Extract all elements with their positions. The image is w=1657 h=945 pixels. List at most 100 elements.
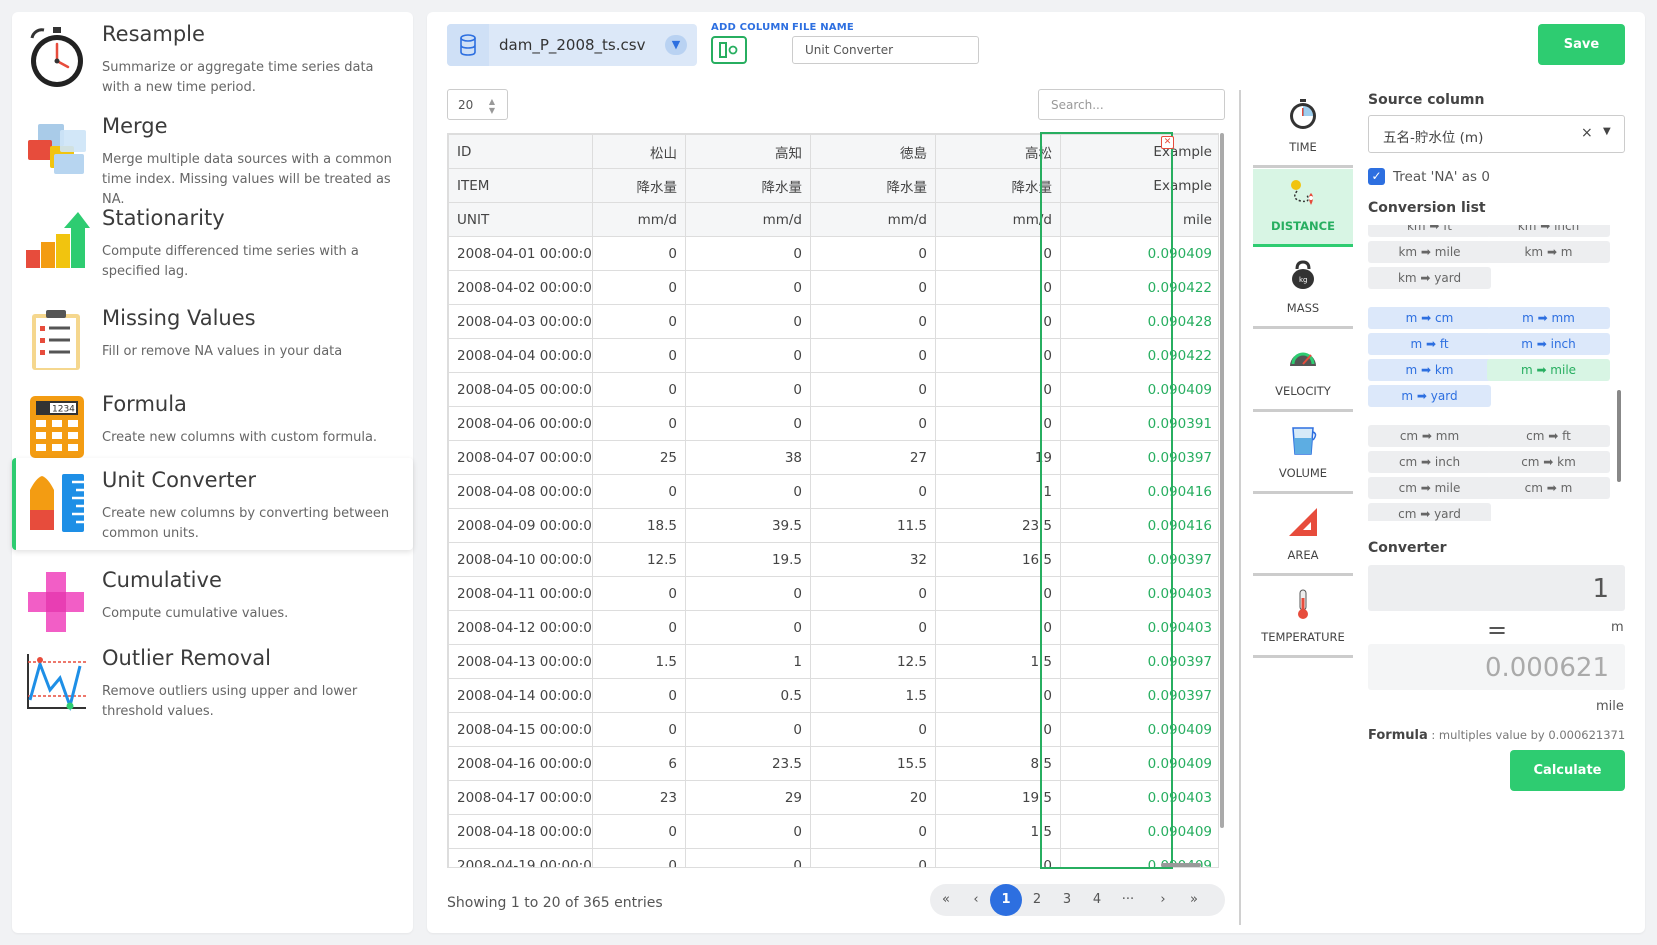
page-button[interactable]: 1 xyxy=(990,884,1022,916)
table-cell: 1.5 xyxy=(935,814,1061,849)
table-cell: 2008-04-09 00:00:00 xyxy=(448,508,593,543)
tool-title: Outlier Removal xyxy=(102,646,271,670)
table-cell: 2008-04-19 00:00:00 xyxy=(448,848,593,867)
category-velocity[interactable]: VELOCITY xyxy=(1253,334,1353,412)
table-cell: 2008-04-12 00:00:00 xyxy=(448,610,593,645)
page-button[interactable]: 4 xyxy=(1092,892,1102,907)
conversion-option[interactable]: m ➡ mm xyxy=(1487,307,1610,329)
table-cell: 0 xyxy=(935,236,1061,271)
table-cell: 0 xyxy=(685,236,811,271)
conversion-scrollbar[interactable] xyxy=(1617,390,1621,482)
conversion-option[interactable]: km ➡ yard xyxy=(1368,267,1491,289)
conversion-option[interactable]: km ➡ mile xyxy=(1368,241,1491,263)
table-cell: 0 xyxy=(810,270,936,305)
table-hscrollbar[interactable] xyxy=(1161,863,1201,867)
table-cell: 1.5 xyxy=(935,644,1061,679)
tool-outlier-removal[interactable]: Outlier Removal Remove outliers using upp… xyxy=(12,636,413,728)
table-cell: 38 xyxy=(685,440,811,475)
conversion-option[interactable]: km ➡ m xyxy=(1487,241,1610,263)
table-cell: 11.5 xyxy=(810,508,936,543)
search-input[interactable]: Search... xyxy=(1038,89,1225,120)
table-cell: 2008-04-04 00:00:00 xyxy=(448,338,593,373)
conversion-option[interactable]: cm ➡ ft xyxy=(1487,425,1610,447)
tool-missing-values[interactable]: Missing Values Fill or remove NA values i… xyxy=(12,296,413,388)
tool-formula[interactable]: 1234 Formula Create new columns with custo… xyxy=(12,382,413,474)
conversion-option[interactable]: m ➡ km xyxy=(1368,359,1491,381)
table-cell: 1 xyxy=(685,644,811,679)
converter-output: 0.000621 xyxy=(1368,644,1625,690)
conversion-option[interactable]: m ➡ cm xyxy=(1368,307,1491,329)
header-cell: ID xyxy=(448,134,593,169)
conversion-option[interactable]: m ➡ yard xyxy=(1368,385,1491,407)
clipboard-list-icon xyxy=(24,308,90,374)
conversion-option[interactable]: cm ➡ mile xyxy=(1368,477,1491,499)
trash-icon[interactable]: ✕ xyxy=(1161,136,1174,149)
tool-description: Summarize or aggregate time series data … xyxy=(102,60,374,95)
page-button[interactable]: « xyxy=(942,892,950,907)
category-label: MASS xyxy=(1286,301,1320,315)
conversion-option[interactable]: cm ➡ m xyxy=(1487,477,1610,499)
source-column-select[interactable]: 五名-貯水位 (m) × ▼ xyxy=(1368,115,1625,153)
chevron-down-icon[interactable]: ▼ xyxy=(1603,126,1611,137)
save-button[interactable]: Save xyxy=(1538,24,1625,65)
page-button[interactable]: › xyxy=(1160,892,1166,907)
tool-unit-converter[interactable]: Unit Converter Create new columns by conv… xyxy=(12,458,413,550)
page-button[interactable]: 2 xyxy=(1032,892,1042,907)
table-scrollbar[interactable] xyxy=(1220,133,1224,828)
calculate-button[interactable]: Calculate xyxy=(1510,750,1625,791)
converter-input[interactable]: 1 xyxy=(1368,565,1625,611)
conversion-option[interactable]: km ➡ ft xyxy=(1368,225,1491,237)
conversion-option[interactable]: km ➡ inch xyxy=(1487,225,1610,237)
conversion-option[interactable]: m ➡ mile xyxy=(1487,359,1610,381)
table-cell: 0.090409 xyxy=(1060,848,1218,867)
table-cell: 27 xyxy=(810,440,936,475)
table-cell: 0.5 xyxy=(685,678,811,713)
file-name-input[interactable]: Unit Converter xyxy=(792,36,979,64)
clear-icon[interactable]: × xyxy=(1581,125,1593,141)
category-time[interactable]: TIME xyxy=(1253,90,1353,168)
conversion-option[interactable]: m ➡ inch xyxy=(1487,333,1610,355)
category-mass[interactable]: kg MASS xyxy=(1253,251,1353,329)
table-cell: 0 xyxy=(685,610,811,645)
table-row: 2008-04-09 00:00:00 18.5 39.5 11.5 23.5 0.090… xyxy=(448,508,1218,543)
page-button[interactable]: ‹ xyxy=(973,892,979,907)
table-cell: 2008-04-10 00:00:00 xyxy=(448,542,593,577)
tool-title: Resample xyxy=(102,22,205,46)
conversion-option[interactable]: m ➡ ft xyxy=(1368,333,1491,355)
tool-resample[interactable]: Resample Summarize or aggregate time seri… xyxy=(12,12,413,104)
page-button[interactable]: » xyxy=(1190,892,1198,907)
table-row: 2008-04-13 00:00:00 1.5 1 12.5 1.5 0.090397 xyxy=(448,644,1218,679)
category-temperature[interactable]: TEMPERATURE xyxy=(1253,580,1353,658)
page-button[interactable]: ··· xyxy=(1121,892,1135,907)
table-row: 2008-04-02 00:00:00 0 0 0 0 0.090422 xyxy=(448,270,1218,305)
file-selector[interactable]: dam_P_2008_ts.csv ▼ xyxy=(447,24,697,66)
treat-na-checkbox[interactable]: ✓ xyxy=(1368,168,1385,185)
category-volume[interactable]: VOLUME xyxy=(1253,416,1353,494)
tool-description: Compute differenced time series with a s… xyxy=(102,244,359,279)
table-cell: 29 xyxy=(685,780,811,815)
add-column-button[interactable] xyxy=(711,36,747,64)
table-cell: 0 xyxy=(685,372,811,407)
entries-info: Showing 1 to 20 of 365 entries xyxy=(447,895,663,911)
header-cell: 高松 xyxy=(935,134,1061,169)
per-page-select[interactable]: 20 ▲ ▼ xyxy=(447,89,508,120)
ruler-bottle-icon xyxy=(24,470,90,536)
category-distance[interactable]: DISTANCE xyxy=(1253,169,1353,247)
table-cell: 0.090409 xyxy=(1060,236,1218,271)
page-button[interactable]: 3 xyxy=(1062,892,1072,907)
chevron-down-icon[interactable]: ▼ xyxy=(665,35,687,55)
tool-stationarity[interactable]: Stationarity Compute differenced time ser… xyxy=(12,196,413,288)
header-cell: UNIT xyxy=(448,202,593,237)
tool-merge[interactable]: Merge Merge multiple data sources with a … xyxy=(12,104,413,207)
conversion-option[interactable]: cm ➡ yard xyxy=(1368,503,1491,521)
conversion-option[interactable]: cm ➡ inch xyxy=(1368,451,1491,473)
svg-text:1234: 1234 xyxy=(52,405,75,415)
per-page-value: 20 xyxy=(458,98,474,112)
header-cell: 徳島 xyxy=(810,134,936,169)
tool-cumulative[interactable]: Cumulative Compute cumulative values. xyxy=(12,558,413,650)
conversion-option[interactable]: cm ➡ mm xyxy=(1368,425,1491,447)
table-cell: 0 xyxy=(810,474,936,509)
category-area[interactable]: AREA xyxy=(1253,498,1353,576)
conversion-option[interactable]: cm ➡ km xyxy=(1487,451,1610,473)
tool-title: Unit Converter xyxy=(102,468,257,492)
